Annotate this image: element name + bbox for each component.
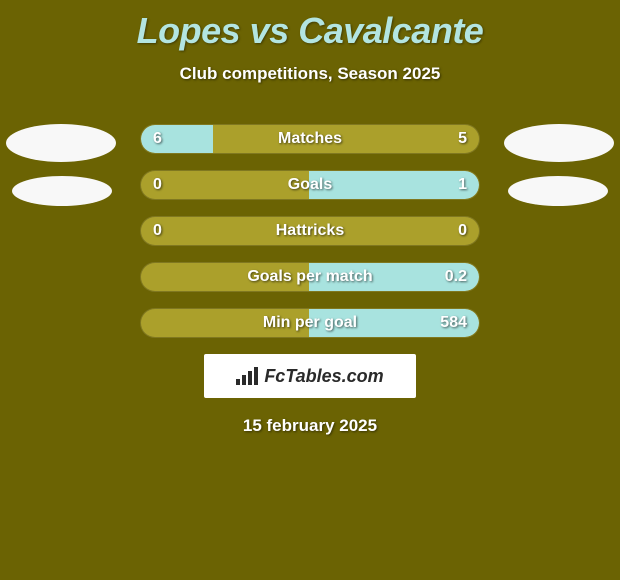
- player-right-avatar: [504, 124, 614, 162]
- chart-bars-icon: [236, 367, 258, 385]
- chart-area: 6 Matches 5 0 Goals 1 0 Hattricks 0: [0, 124, 620, 436]
- brand-text: FcTables.com: [264, 366, 383, 387]
- bar-value-right: 5: [458, 125, 467, 153]
- brand-badge[interactable]: FcTables.com: [204, 354, 416, 398]
- bar-row: 6 Matches 5: [140, 124, 480, 154]
- player-right-avatar-2: [508, 176, 608, 206]
- bar-row: Goals per match 0.2: [140, 262, 480, 292]
- bar-label: Goals: [141, 171, 479, 199]
- bar-label: Matches: [141, 125, 479, 153]
- bar-label: Goals per match: [141, 263, 479, 291]
- player-left-avatar: [6, 124, 116, 162]
- comparison-card: Lopes vs Cavalcante Club competitions, S…: [0, 0, 620, 580]
- bar-value-right: 1: [458, 171, 467, 199]
- bar-row: Min per goal 584: [140, 308, 480, 338]
- bar-row: 0 Goals 1: [140, 170, 480, 200]
- subtitle: Club competitions, Season 2025: [0, 64, 620, 84]
- bar-row: 0 Hattricks 0: [140, 216, 480, 246]
- page-title: Lopes vs Cavalcante: [0, 0, 620, 52]
- bar-value-right: 0.2: [445, 263, 467, 291]
- bar-chart: 6 Matches 5 0 Goals 1 0 Hattricks 0: [140, 124, 480, 338]
- bar-value-right: 0: [458, 217, 467, 245]
- bar-label: Hattricks: [141, 217, 479, 245]
- bar-value-right: 584: [440, 309, 467, 337]
- date-label: 15 february 2025: [0, 416, 620, 436]
- player-left-avatar-2: [12, 176, 112, 206]
- bar-label: Min per goal: [141, 309, 479, 337]
